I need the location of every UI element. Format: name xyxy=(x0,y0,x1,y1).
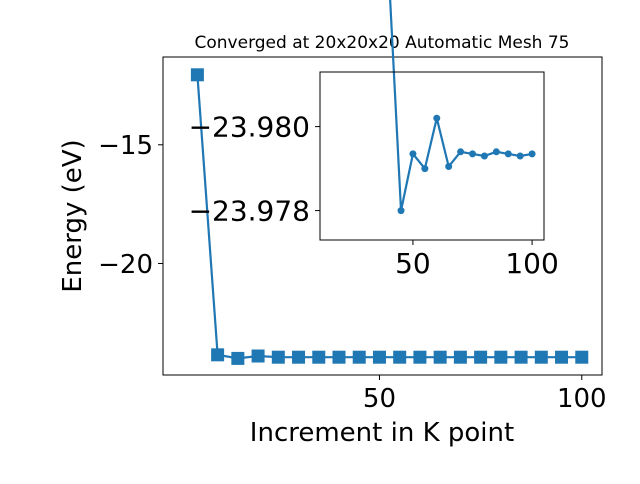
inset-data-point xyxy=(516,152,524,160)
inset-data-point xyxy=(528,150,536,158)
inset-y-tick-label: −23.978 xyxy=(189,195,310,228)
main-data-point xyxy=(413,350,427,364)
main-series xyxy=(190,68,589,365)
main-data-point xyxy=(352,350,366,364)
main-data-point xyxy=(211,348,225,362)
inset-data-point xyxy=(480,152,488,160)
main-data-point xyxy=(372,350,386,364)
main-x-tick-label: 50 xyxy=(363,384,396,414)
main-data-point xyxy=(555,350,569,364)
main-y-axis-label: Energy (eV) xyxy=(58,139,88,292)
inset-series xyxy=(389,0,536,215)
inset-data-point xyxy=(421,165,429,173)
inset-plot-frame xyxy=(319,71,545,241)
inset-data-point xyxy=(457,148,465,156)
inset-data-point xyxy=(433,114,441,122)
main-x-tick-label: 100 xyxy=(557,384,607,414)
inset-axes: 50 100 −23.980 −23.978 xyxy=(189,0,559,280)
main-axes: Converged at 20x20x20 Automatic Mesh 75 … xyxy=(58,33,607,448)
inset-y-tick-label: −23.980 xyxy=(189,111,310,144)
main-data-point xyxy=(292,350,306,364)
inset-x-tick-label: 50 xyxy=(395,247,431,280)
main-data-point xyxy=(575,350,589,364)
main-title: Converged at 20x20x20 Automatic Mesh 75 xyxy=(195,33,570,53)
main-data-point xyxy=(190,68,204,82)
inset-data-point xyxy=(504,150,512,158)
main-y-tick-label: −20 xyxy=(98,250,153,280)
inset-data-point xyxy=(409,150,417,158)
inset-data-point xyxy=(469,150,477,158)
main-y-tick-label: −15 xyxy=(98,131,153,161)
main-data-point xyxy=(251,349,265,363)
main-ticks: 50 100 −15 −20 xyxy=(98,131,606,414)
main-data-point xyxy=(494,350,508,364)
main-data-point xyxy=(393,350,407,364)
main-data-point xyxy=(312,350,326,364)
main-plot-frame xyxy=(162,56,603,376)
inset-data-point xyxy=(492,148,500,156)
main-data-point xyxy=(332,350,346,364)
main-data-point xyxy=(433,350,447,364)
inset-ticks: 50 100 −23.980 −23.978 xyxy=(189,111,559,280)
main-data-point xyxy=(453,350,467,364)
main-data-point xyxy=(514,350,528,364)
inset-x-tick-label: 100 xyxy=(505,247,558,280)
inset-data-point xyxy=(445,163,453,170)
main-data-point xyxy=(271,350,285,364)
main-data-point xyxy=(474,350,488,364)
main-x-axis-label: Increment in K point xyxy=(250,418,514,448)
main-data-point xyxy=(534,350,548,364)
inset-data-point xyxy=(397,207,405,215)
main-data-point xyxy=(231,351,245,365)
